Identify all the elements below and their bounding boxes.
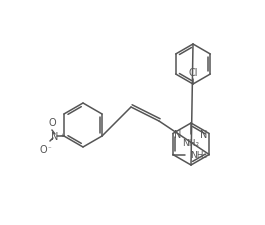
Text: N: N — [200, 130, 208, 140]
Text: N: N — [51, 131, 59, 141]
Text: NH₂: NH₂ — [182, 138, 200, 147]
Text: O: O — [48, 117, 56, 127]
Text: ⁻: ⁻ — [48, 145, 52, 151]
Text: O: O — [39, 144, 47, 154]
Text: Cl: Cl — [188, 68, 198, 78]
Text: N: N — [174, 130, 182, 140]
Text: NH₂: NH₂ — [190, 150, 207, 159]
Text: +: + — [59, 132, 64, 137]
